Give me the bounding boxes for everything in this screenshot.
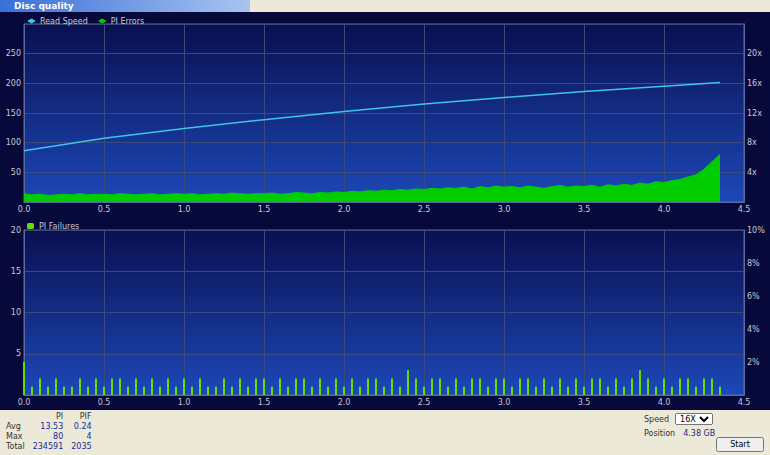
svg-text:12x: 12x <box>747 109 762 118</box>
svg-text:250: 250 <box>6 49 21 58</box>
svg-text:3.0: 3.0 <box>498 398 511 407</box>
html-text:2035: 2035 <box>71 441 92 451</box>
svg-text:2.0: 2.0 <box>338 205 351 214</box>
svg-text:4.0: 4.0 <box>658 398 671 407</box>
svg-text:150: 150 <box>6 109 21 118</box>
svg-text:15: 15 <box>11 267 21 276</box>
svg-text:100: 100 <box>6 138 21 147</box>
svg-text:0.0: 0.0 <box>18 398 31 407</box>
html-text:Avg: Avg <box>6 421 21 431</box>
svg-text:3.5: 3.5 <box>578 205 591 214</box>
svg-text:20: 20 <box>11 226 21 235</box>
html-text:Disc quality: Disc quality <box>14 1 74 11</box>
html-text:80: 80 <box>53 431 64 441</box>
html-text:Start: Start <box>730 440 750 449</box>
svg-text:8x: 8x <box>747 138 757 147</box>
html-text:Max: Max <box>6 431 23 441</box>
svg-text:PI Errors: PI Errors <box>111 17 144 26</box>
svg-text:0.5: 0.5 <box>98 398 111 407</box>
svg-text:2.5: 2.5 <box>418 398 431 407</box>
html-text:Speed: Speed <box>644 415 670 424</box>
svg-text:2.5: 2.5 <box>418 205 431 214</box>
svg-text:4.5: 4.5 <box>738 205 751 214</box>
svg-text:200: 200 <box>6 79 21 88</box>
html-text:Position: Position <box>644 429 676 438</box>
svg-text:10%: 10% <box>747 226 765 235</box>
svg-text:1.5: 1.5 <box>258 205 271 214</box>
svg-text:3.5: 3.5 <box>578 398 591 407</box>
svg-text:2.0: 2.0 <box>338 398 351 407</box>
svg-text:4.5: 4.5 <box>738 398 751 407</box>
html-text:13.53: 13.53 <box>40 421 64 431</box>
svg-text:2%: 2% <box>747 358 760 367</box>
svg-text:1.5: 1.5 <box>258 398 271 407</box>
svg-text:3.0: 3.0 <box>498 205 511 214</box>
svg-text:5: 5 <box>16 349 21 358</box>
svg-text:0.0: 0.0 <box>18 205 31 214</box>
svg-text:Read Speed: Read Speed <box>40 17 88 26</box>
svg-text:1.0: 1.0 <box>178 205 191 214</box>
svg-text:20x: 20x <box>747 49 762 58</box>
svg-text:4.0: 4.0 <box>658 205 671 214</box>
html-text:4: 4 <box>86 431 92 441</box>
svg-text:16x: 16x <box>747 79 762 88</box>
svg-text:8%: 8% <box>747 259 760 268</box>
svg-text:6%: 6% <box>747 292 760 301</box>
svg-text:0.5: 0.5 <box>98 205 111 214</box>
svg-text:1.0: 1.0 <box>178 398 191 407</box>
svg-text:PI Failures: PI Failures <box>39 222 79 231</box>
html-text:234591: 234591 <box>32 441 64 451</box>
html-text:4.38 GB: 4.38 GB <box>683 429 716 438</box>
html-text:0.24: 0.24 <box>73 421 92 431</box>
svg-text:4x: 4x <box>747 168 757 177</box>
html-text:PI: PI <box>56 411 64 421</box>
html-text:PIF: PIF <box>79 411 92 421</box>
svg-text:10: 10 <box>11 308 21 317</box>
svg-text:4%: 4% <box>747 325 760 334</box>
svg-text:50: 50 <box>11 168 21 177</box>
html-text:Total: Total <box>6 441 25 451</box>
